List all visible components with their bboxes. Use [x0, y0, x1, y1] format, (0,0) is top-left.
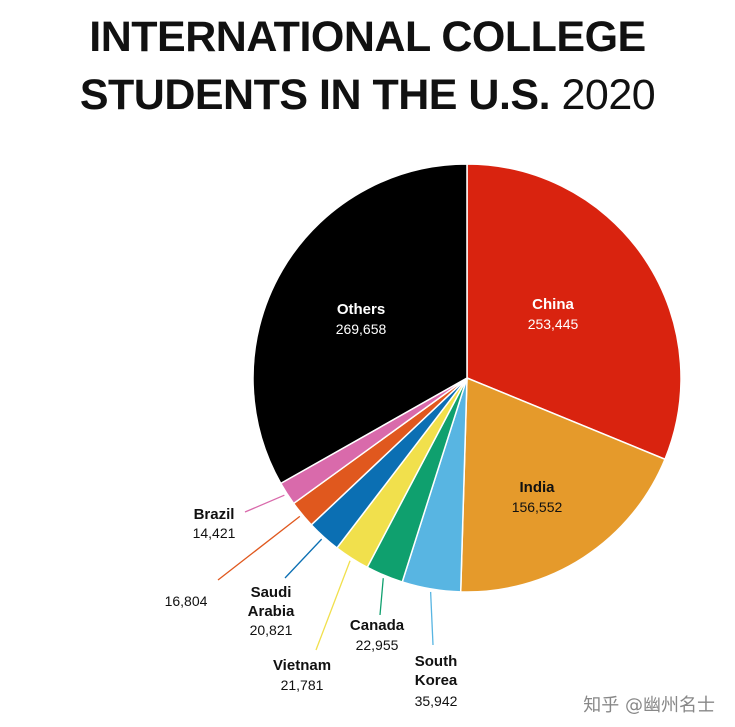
leader-line [244, 494, 285, 513]
slice-name: South Korea [415, 653, 458, 689]
watermark: 知乎 @幽州名士 [583, 695, 715, 716]
pie-slice [466, 163, 682, 461]
slice-value: 14,421 [193, 525, 236, 541]
leader-line [284, 538, 323, 579]
name-line: Saudi [251, 584, 292, 601]
leader-line [217, 515, 301, 581]
pie-slice [252, 163, 468, 485]
slice-value: 16,804 [165, 593, 208, 609]
slice-name: Brazil [194, 506, 235, 523]
pie-slice [459, 376, 666, 593]
slice-value: 269,658 [336, 321, 387, 337]
slice-value: 156,552 [512, 499, 563, 515]
name-line: South [415, 653, 458, 670]
slice-name: China [532, 296, 574, 313]
leader-line [379, 578, 384, 616]
slice-name: Others [337, 301, 385, 318]
slice-value: 20,821 [250, 622, 293, 638]
leader-line [315, 560, 351, 651]
name-line: Korea [415, 672, 458, 689]
name-line: Arabia [248, 603, 295, 620]
title-year: 2020 [561, 71, 656, 119]
slice-name: Vietnam [273, 657, 331, 674]
chart-title: INTERNATIONAL COLLEGE STUDENTS IN THE U.… [0, 8, 735, 124]
slice-name: Canada [350, 617, 405, 634]
slice-name: India [519, 479, 555, 496]
slice-value: 253,445 [528, 316, 579, 332]
slice-name: Saudi Arabia [248, 584, 295, 620]
slice-value: 22,955 [356, 637, 399, 653]
title-main: INTERNATIONAL COLLEGE STUDENTS IN THE U.… [79, 13, 646, 119]
slice-value: 21,781 [281, 677, 324, 693]
leader-line [429, 591, 434, 646]
slice-value: 35,942 [415, 693, 458, 709]
